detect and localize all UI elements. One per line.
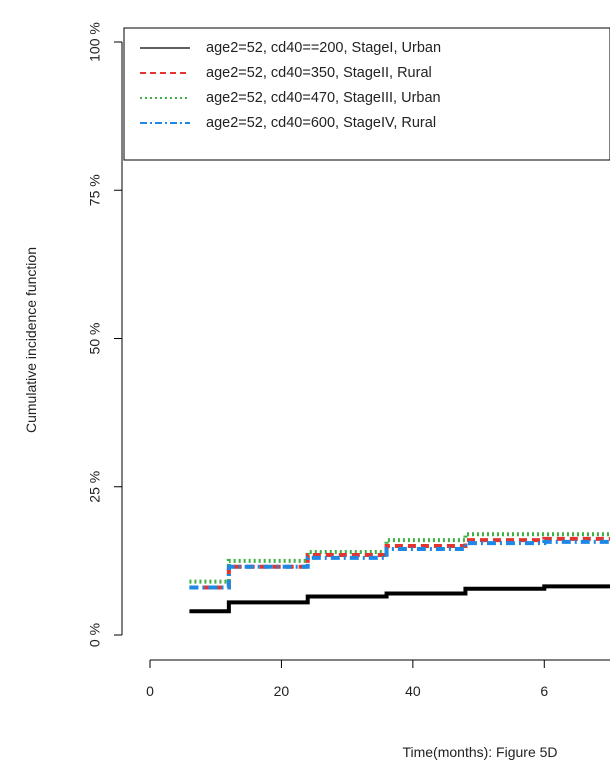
y-tick-label: 75 % [87,174,103,206]
chart-legend: age2=52, cd40==200, StageI, Urban age2=52… [123,27,610,161]
x-axis-label: Time(months): Figure 5D [402,744,557,760]
chart-axes: 0 % 25 % 50 % 75 % 100 % 0 20 40 6 [87,22,610,699]
y-tick-label: 0 % [87,623,103,647]
x-tick-label: 6 [540,683,548,699]
series-line-2 [189,536,610,590]
y-tick-label: 25 % [87,471,103,503]
legend-label-3: age2=52, cd40=470, StageIII, Urban [206,90,441,106]
x-tick-label: 40 [405,683,421,699]
x-tick-label: 0 [146,683,154,699]
legend-label-2: age2=52, cd40=350, StageII, Rural [206,65,432,81]
y-tick-label: 50 % [87,323,103,355]
y-axis-label: Cumulative incidence function [23,247,39,433]
legend-label-4: age2=52, cd40=600, StageIV, Rural [206,115,436,131]
series-line-1 [189,584,610,614]
y-tick-label: 100 % [87,22,103,62]
legend-box [123,27,610,161]
legend-label-1: age2=52, cd40==200, StageI, Urban [206,40,441,56]
chart-series-layer [189,532,610,614]
x-tick-label: 20 [274,683,290,699]
series-line-4 [189,539,610,590]
